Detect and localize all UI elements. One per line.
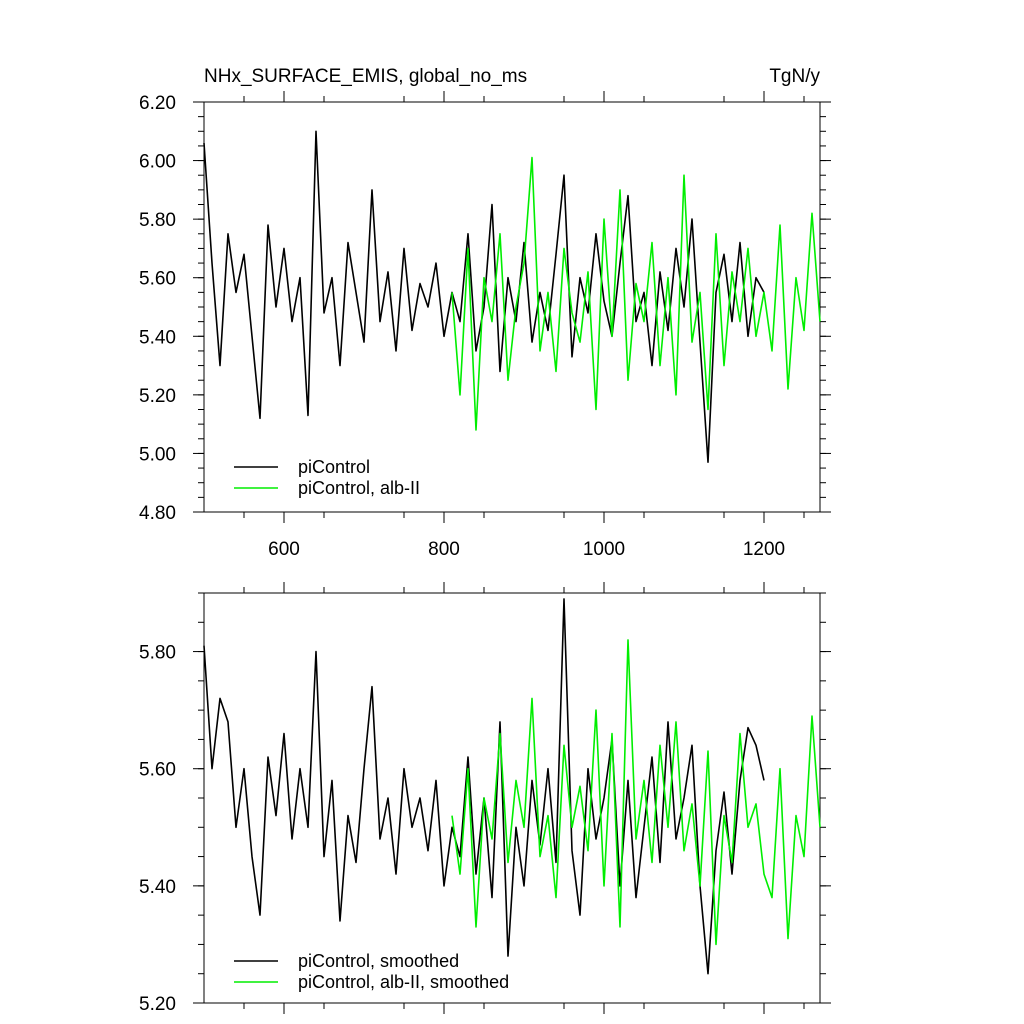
legend-label: piControl (298, 457, 370, 477)
legend-label: piControl, alb-II (298, 478, 420, 498)
y-tick-label: 5.60 (139, 269, 176, 290)
x-tick-label: 600 (268, 539, 300, 560)
panel-bottom: 5.20 5.40 5.60 5.80 piControl, smoothedpiCon… (139, 582, 831, 1015)
legend-label: piControl, smoothed (298, 951, 459, 971)
y-tick-label: 5.20 (139, 386, 176, 407)
x-tick-label: 1000 (583, 539, 625, 560)
x-tick-label: 800 (428, 539, 460, 560)
series-line-black (203, 130, 765, 464)
y-tick-label: 5.20 (139, 994, 176, 1015)
panel-top: 600 800 1000 1200 4.80 5.00 5.20 5.40 5.60 5.80 6.… (139, 91, 831, 560)
chart-title: NHx_SURFACE_EMIS, global_no_ms (204, 66, 527, 87)
y-tick-label: 5.00 (139, 444, 176, 465)
y-tick-label: 5.40 (139, 877, 176, 898)
units-label: TgN/y (769, 66, 820, 87)
y-tick-label: 5.60 (139, 760, 176, 781)
y-tick-label: 5.80 (139, 643, 176, 664)
plot-frame (203, 101, 821, 513)
y-tick-label: 4.80 (139, 503, 176, 524)
series-line-green (451, 156, 821, 431)
y-tick-label: 5.40 (139, 327, 176, 348)
y-tick-label: 5.80 (139, 210, 176, 231)
y-tick-label: 6.20 (139, 93, 176, 114)
y-tick-label: 6.00 (139, 152, 176, 173)
legend-label: piControl, alb-II, smoothed (298, 972, 509, 992)
series-line-green (451, 639, 821, 946)
x-tick-label: 1200 (743, 539, 785, 560)
